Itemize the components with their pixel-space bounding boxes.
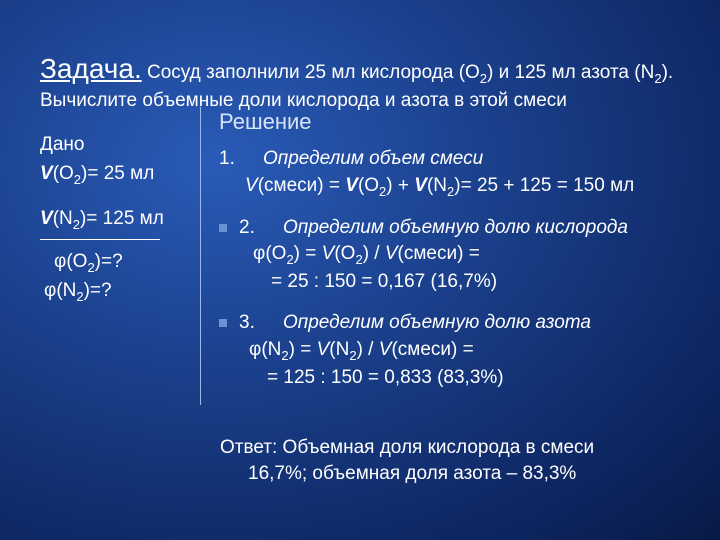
step2-label: Определим объемную долю кислорода [265, 215, 680, 242]
s3-a: φ(N [249, 339, 281, 360]
answer-line1: Ответ: Объемная доля кислорода в смеси [220, 435, 680, 461]
step3-label: Определим объемную долю азота [265, 310, 680, 337]
bullet-icon [219, 224, 227, 232]
given-line2: V(N2)= 125 мл [40, 205, 200, 234]
step1-body: V(смеси) = V(О2) + V(N2)= 25 + 125 = 150… [219, 173, 680, 201]
step2-num: 2. [239, 215, 265, 242]
spacer [40, 189, 200, 205]
q1-sub: 2 [87, 259, 94, 274]
s3-e: ) / [357, 339, 379, 360]
g1-b: (О [53, 163, 74, 184]
s3-d: (N [329, 339, 349, 360]
s2-d: (О [334, 243, 355, 264]
answer-block: Ответ: Объемная доля кислорода в смеси 1… [40, 435, 680, 486]
s2-dsub: 2 [355, 252, 362, 267]
q2-a: φ(N [44, 280, 76, 301]
step-2: 2. Определим объемную долю кислорода φ(О… [219, 215, 680, 296]
step1-label: Определим объем смеси [245, 146, 680, 173]
g1-sub: 2 [74, 172, 81, 187]
step2-body: φ(О2) = V(О2) / V(смеси) = = 25 : 150 = … [219, 241, 680, 296]
s2-c: V [322, 243, 335, 264]
bullet-icon-2 [219, 319, 227, 327]
s3-asub: 2 [281, 347, 288, 362]
title-word: Задача. [40, 53, 142, 84]
s3-h: = 125 : 150 = 0,833 (83,3%) [249, 367, 504, 388]
s1-e: ) + [386, 175, 414, 196]
s2-g: (смеси) = [398, 243, 480, 264]
step2-content: 2. Определим объемную долю кислорода [239, 215, 680, 242]
g2-b: (N [53, 208, 73, 229]
step2-head: 2. Определим объемную долю кислорода [239, 215, 680, 242]
s1-a: V [245, 175, 258, 196]
s1-c: V [345, 175, 358, 196]
step3-num: 3. [239, 310, 265, 337]
q1-a: φ(О [54, 251, 87, 272]
step1-num: 1. [219, 146, 245, 173]
s3-dsub: 2 [349, 347, 356, 362]
slide: Задача. Сосуд заполнили 25 мл кислорода … [0, 0, 720, 540]
q1-b: )=? [95, 251, 123, 272]
q2-b: )=? [84, 280, 112, 301]
content-columns: Дано V(О2)= 25 мл V(N2)= 125 мл φ(О2)=? … [40, 131, 680, 429]
problem-title: Задача. Сосуд заполнили 25 мл кислорода … [40, 50, 680, 113]
given-line1: V(О2)= 25 мл [40, 160, 200, 189]
s3-g: (смеси) = [391, 339, 473, 360]
given-label: Дано [40, 131, 200, 160]
s1-h: )= 25 + 125 = 150 мл [454, 175, 634, 196]
question-2: φ(N2)=? [40, 277, 200, 306]
s2-asub: 2 [286, 252, 293, 267]
answer-line2: 16,7%; объемная доля азота – 83,3% [220, 461, 680, 487]
s3-b: ) = [289, 339, 317, 360]
step-3: 3. Определим объемную долю азота φ(N2) =… [219, 310, 680, 391]
g1-c: )= 25 мл [81, 163, 154, 184]
question-1: φ(О2)=? [40, 248, 200, 277]
step-1: 1. Определим объем смеси V(смеси) = V(О2… [219, 146, 680, 201]
step2-row: 2. Определим объемную долю кислорода [219, 215, 680, 242]
title-o2-sub: 2 [480, 71, 487, 86]
s1-b: (смеси) = [258, 175, 346, 196]
title-text-2: ) и 125 мл азота (N [487, 62, 654, 83]
step3-head: 3. Определим объемную долю азота [239, 310, 680, 337]
s3-c: V [317, 339, 330, 360]
s1-g: (N [427, 175, 447, 196]
g2-c: )= 125 мл [80, 208, 164, 229]
v-symbol-2: V [40, 208, 53, 229]
step3-body: φ(N2) = V(N2) / V(смеси) = = 125 : 150 =… [219, 337, 680, 392]
solution-column: Решение 1. Определим объем смеси V(смеси… [200, 107, 680, 405]
s1-f: V [414, 175, 427, 196]
s2-h: = 25 : 150 = 0,167 (16,7%) [253, 271, 497, 292]
g2-sub: 2 [73, 217, 80, 232]
s2-e: ) / [363, 243, 385, 264]
q2-sub: 2 [76, 289, 83, 304]
solution-title: Решение [219, 107, 680, 138]
step3-content: 3. Определим объемную долю азота [239, 310, 680, 337]
s3-f: V [379, 339, 392, 360]
s2-b: ) = [294, 243, 322, 264]
s2-a: φ(О [253, 243, 286, 264]
s2-f: V [385, 243, 398, 264]
step1-head: 1. Определим объем смеси [219, 146, 680, 173]
given-column: Дано V(О2)= 25 мл V(N2)= 125 мл φ(О2)=? … [40, 131, 200, 429]
v-symbol: V [40, 163, 53, 184]
step3-row: 3. Определим объемную долю азота [219, 310, 680, 337]
given-divider [40, 239, 160, 240]
title-n2-sub: 2 [654, 71, 661, 86]
title-text-1: Сосуд заполнили 25 мл кислорода (О [142, 62, 480, 83]
s1-d: (О [358, 175, 379, 196]
